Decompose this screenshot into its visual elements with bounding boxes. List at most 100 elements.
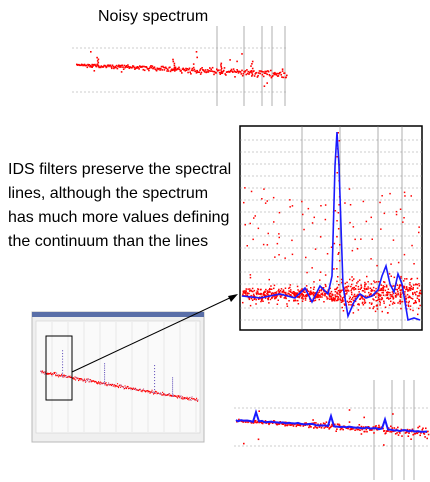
spectrum-point <box>143 69 146 72</box>
spectrum-point <box>236 69 238 71</box>
spectrum-point <box>329 296 331 298</box>
spectrum-point <box>263 72 266 74</box>
spectrum-point <box>124 385 126 387</box>
spectrum-point <box>137 66 140 69</box>
spectrum-point <box>379 300 381 302</box>
spectrum-point <box>364 301 367 304</box>
spectrum-point <box>145 391 147 393</box>
spectrum-point <box>183 397 185 399</box>
spectrum-point <box>301 293 304 296</box>
spectrum-point <box>95 381 97 383</box>
spectrum-point <box>200 71 203 74</box>
spectrum-point <box>331 300 333 302</box>
spectrum-point <box>307 290 310 292</box>
spectrum-point <box>180 395 182 397</box>
spectrum-point <box>154 383 156 385</box>
spectrum-point <box>260 421 263 424</box>
spectrum-point <box>392 292 395 295</box>
spectrum-point <box>253 298 256 300</box>
spectrum-point <box>391 427 393 429</box>
spectrum-point <box>353 293 356 296</box>
spectrum-point <box>151 65 154 67</box>
spectrum-point <box>334 423 336 426</box>
spectrum-point <box>392 285 395 287</box>
spectrum-point <box>294 294 296 296</box>
spectrum-point <box>333 242 336 245</box>
spectrum-point <box>260 288 262 291</box>
spectrum-point <box>277 290 279 292</box>
spectrum-point <box>409 282 411 284</box>
spectrum-point <box>186 397 188 399</box>
spectrum-point <box>162 391 164 393</box>
spectrum-point <box>166 394 168 396</box>
spectrum-point <box>357 285 360 288</box>
spectrum-point <box>260 293 263 295</box>
spectrum-point <box>368 302 371 304</box>
spectrum-point <box>296 285 299 288</box>
spectrum-point <box>274 297 276 299</box>
spectrum-point <box>350 289 352 292</box>
spectrum-point <box>255 303 257 305</box>
spectrum-point <box>211 66 214 69</box>
spectrum-point <box>407 435 410 437</box>
spectrum-point <box>406 428 409 431</box>
spectrum-point <box>265 288 267 291</box>
spectrum-point <box>108 65 110 68</box>
spectrum-point <box>278 254 280 256</box>
spectrum-point <box>410 287 412 290</box>
spectrum-point <box>310 290 312 292</box>
spectrum-point <box>154 392 156 394</box>
spectrum-point <box>266 244 269 246</box>
spectrum-point <box>338 423 340 426</box>
spectrum-point <box>167 70 170 72</box>
spectrum-point <box>268 422 271 424</box>
spectrum-point <box>267 232 269 235</box>
spectrum-point <box>122 68 125 70</box>
spectrum-point <box>312 419 314 421</box>
spectrum-point <box>184 397 186 399</box>
spectrum-point <box>116 67 119 70</box>
spectrum-point <box>134 68 136 70</box>
spectrum-point <box>340 299 342 301</box>
spectrum-point <box>216 68 218 70</box>
spectrum-point <box>234 76 236 78</box>
spectrum-point <box>268 423 270 426</box>
spectrum-point <box>392 297 395 299</box>
spectrum-point <box>169 66 171 69</box>
spectrum-point <box>182 398 184 400</box>
spectrum-point <box>374 310 377 313</box>
spectrum-point <box>87 380 89 382</box>
spectrum-point <box>284 292 286 294</box>
spectrum-point <box>307 207 310 210</box>
spectrum-point <box>267 298 269 301</box>
spectrum-point <box>320 293 323 295</box>
spectrum-point <box>411 428 414 431</box>
spectrum-point <box>266 200 268 202</box>
spectrum-point <box>122 386 124 388</box>
spectrum-point <box>371 288 373 291</box>
spectrum-point <box>345 286 348 288</box>
spectrum-point <box>54 372 56 374</box>
spectrum-point <box>310 293 312 295</box>
spectrum-point <box>376 304 378 306</box>
spectrum-point <box>67 376 69 378</box>
spectrum-point <box>370 216 372 219</box>
spectrum-point <box>336 299 339 302</box>
spectrum-point <box>335 288 337 290</box>
spectrum-point <box>358 279 361 281</box>
spectrum-point <box>176 68 178 71</box>
spectrum-point <box>96 56 98 59</box>
spectrum-point <box>152 392 154 394</box>
spectrum-point <box>379 295 381 297</box>
spectrum-point <box>281 291 284 293</box>
spectrum-point <box>412 433 414 436</box>
spectrum-point <box>267 293 269 295</box>
spectrum-point <box>55 374 57 376</box>
spectrum-point <box>411 277 413 280</box>
spectrum-point <box>274 295 277 297</box>
spectrum-point <box>292 291 295 293</box>
spectrum-point <box>404 195 406 197</box>
spectrum-point <box>351 293 353 296</box>
spectrum-point <box>283 291 285 293</box>
spectrum-point <box>174 67 177 70</box>
